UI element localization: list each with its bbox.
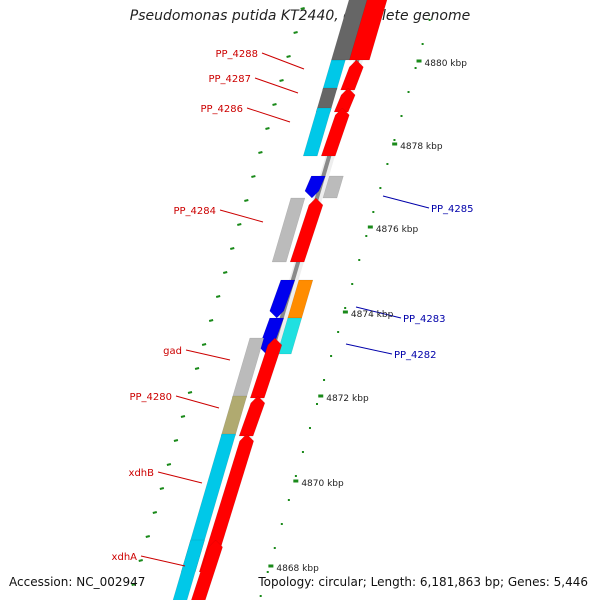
leader-line: [254, 77, 299, 94]
topology-summary: Topology: circular; Length: 6,181,863 bp…: [258, 575, 588, 589]
gene-features: [172, 0, 388, 600]
ruler-labels: 4880 kbp 4878 kbp 4876 kbp 4874 kbp 4872 kbp…: [268, 59, 467, 574]
cds-arrow-xdhB: [198, 433, 254, 573]
tick-mark: [131, 583, 136, 586]
cog-block-PP_4288: [322, 59, 346, 91]
gene-label-gad: gad: [163, 346, 182, 357]
ruler-label: 4878 kbp: [400, 142, 443, 152]
leader-line: [382, 195, 430, 209]
tick-mark: [251, 175, 256, 178]
tick-mark: [286, 55, 291, 58]
tick-mark: [180, 415, 186, 418]
tick-mark: [230, 247, 235, 250]
leader-line: [140, 555, 186, 567]
ruler-label: 4872 kbp: [326, 394, 369, 404]
cog-block-PP_4285: [322, 175, 344, 199]
tick-mark: [138, 559, 143, 562]
ruler-label: 4870 kbp: [301, 479, 344, 489]
gene-label-PP_4280: PP_4280: [129, 392, 172, 403]
tick-mark: [293, 31, 298, 34]
cds-arrow-PP_4288: [340, 59, 364, 91]
map-title: Pseudomonas putida KT2440, complete geno…: [129, 8, 471, 24]
tick-mark: [272, 103, 277, 106]
tick-mark: [222, 271, 228, 274]
cds-arrow-PP_4280: [238, 395, 266, 437]
cog-block-PP_4286: [302, 107, 332, 157]
gene-labels: PP_4288 PP_4287 PP_4286 PP_4285 PP_4284 PP_42…: [112, 49, 474, 567]
gene-label-xdhB: xdhB: [129, 468, 155, 479]
gene-label-xdhA: xdhA: [112, 552, 138, 563]
cog-block-PP_4282: [276, 317, 303, 355]
tick-mark: [159, 487, 165, 490]
cds-arrow-PP_4287: [333, 87, 356, 113]
cds-arrow-upstream: [349, 0, 388, 61]
tick-mark: [187, 391, 193, 394]
leader-line: [246, 107, 291, 123]
tick-mark: [265, 127, 270, 130]
tick-marks: [131, 7, 431, 597]
leader-line: [175, 395, 220, 409]
leader-line: [345, 343, 393, 355]
cog-block-PP_4287: [315, 87, 338, 113]
tick-mark: [145, 535, 151, 538]
gene-label-PP_4285: PP_4285: [431, 204, 474, 215]
gene-label-PP_4282: PP_4282: [394, 350, 437, 361]
leader-line: [185, 349, 231, 361]
ruler-label: 4874 kbp: [351, 310, 394, 320]
gene-label-PP_4287: PP_4287: [208, 74, 251, 85]
ruler-label: 4876 kbp: [376, 225, 419, 235]
tick-mark: [194, 367, 200, 370]
tick-mark: [173, 439, 179, 442]
tick-mark: [244, 199, 249, 202]
ruler-label: 4868 kbp: [276, 564, 319, 574]
cds-arrow-PP_4284: [289, 197, 324, 263]
gene-label-PP_4284: PP_4284: [173, 206, 216, 217]
tick-mark: [208, 319, 214, 322]
tick-mark: [258, 151, 263, 154]
ruler-label: 4880 kbp: [425, 59, 468, 69]
leader-line: [261, 52, 305, 70]
cds-arrow-PP_4283: [269, 279, 296, 319]
leader-line: [157, 471, 203, 484]
gene-label-PP_4288: PP_4288: [215, 49, 258, 60]
cds-arrow-PP_4286: [320, 107, 350, 157]
tick-mark: [152, 511, 158, 514]
cog-block-xdhA: [172, 539, 205, 600]
cds-arrow-gad: [249, 337, 283, 399]
tick-mark: [279, 79, 284, 82]
tick-mark: [300, 7, 305, 10]
cds-arrow-PP_4285: [304, 175, 326, 199]
tick-mark: [201, 343, 207, 346]
leader-line: [219, 209, 264, 223]
tick-mark: [166, 463, 172, 466]
gene-label-PP_4283: PP_4283: [403, 314, 446, 325]
tick-mark: [215, 295, 221, 298]
cog-block-PP_4284: [271, 197, 306, 263]
leader-line: [355, 306, 402, 319]
cog-block-PP_4280: [220, 395, 248, 437]
accession-text: Accession: NC_002947: [9, 575, 146, 589]
gene-label-PP_4286: PP_4286: [200, 104, 243, 115]
tick-mark: [237, 223, 242, 226]
